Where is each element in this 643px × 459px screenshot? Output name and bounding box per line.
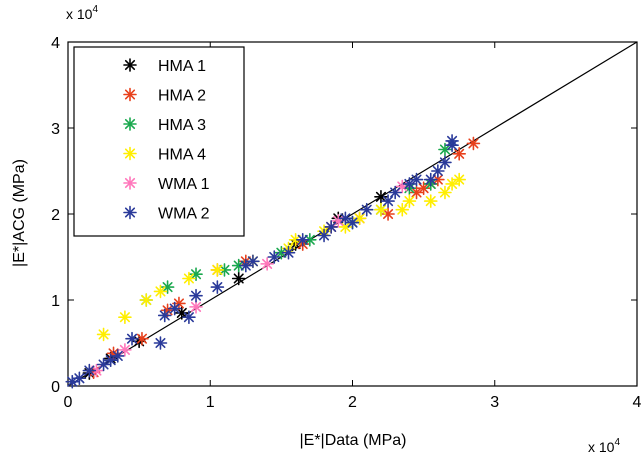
data-point-wma-2: [189, 288, 203, 303]
data-point-hma-3: [231, 258, 246, 273]
x-tick-label: 0: [64, 394, 73, 411]
y-tick-label: 4: [51, 35, 60, 52]
data-point-wma-2: [246, 254, 260, 269]
data-point-wma-2: [445, 134, 459, 148]
data-point-wma-2: [72, 371, 87, 386]
data-point-wma-2: [239, 258, 253, 273]
data-point-hma-3: [189, 267, 203, 282]
line-of-equality: [67, 41, 638, 387]
data-point-hma-4: [118, 310, 132, 325]
data-point-wma-2: [125, 331, 139, 346]
data-point-hma-2: [466, 136, 481, 151]
x-tick-label: 1: [206, 394, 215, 411]
data-point-hma-3: [160, 280, 175, 294]
legend-label-hma-4: HMA 4: [158, 147, 206, 164]
data-point-hma-4: [395, 202, 410, 217]
data-point-wma-2: [431, 164, 445, 178]
y-tick-label: 0: [51, 379, 60, 396]
legend-marker-hma-3: [123, 117, 137, 131]
data-point-wma-2: [210, 280, 225, 294]
y-tick-label: 3: [51, 121, 60, 138]
data-point-wma-2: [182, 310, 196, 325]
data-point-wma-2: [103, 353, 118, 368]
legend-marker-hma-4: [123, 146, 137, 161]
data-point-wma-1: [189, 300, 203, 314]
data-point-wma-2: [338, 211, 353, 226]
legend-label-wma-1: WMA 1: [158, 176, 210, 193]
data-point-wma-2: [110, 349, 125, 363]
data-point-wma-2: [281, 245, 296, 260]
data-point-wma-2: [267, 250, 282, 264]
legend-label-wma-2: WMA 2: [158, 206, 210, 223]
data-point-wma-1: [260, 257, 274, 271]
data-point-hma-4: [402, 194, 417, 208]
data-points: [65, 134, 481, 389]
data-point-hma-4: [210, 263, 225, 277]
y-tick-label: 2: [51, 207, 60, 224]
data-point-wma-2: [438, 155, 452, 170]
data-point-wma-2: [409, 172, 424, 187]
legend-marker-wma-1: [123, 176, 137, 190]
data-point-wma-2: [381, 194, 395, 208]
data-point-hma-1: [231, 271, 246, 286]
data-point-wma-2: [423, 172, 438, 187]
legend-label-hma-1: HMA 1: [158, 58, 206, 75]
legend-label-hma-3: HMA 3: [158, 117, 206, 134]
data-point-hma-4: [438, 185, 452, 200]
data-point-hma-3: [438, 142, 452, 157]
data-point-wma-2: [96, 357, 111, 372]
data-point-hma-4: [374, 202, 388, 217]
x-axis-label: |E*|Data (MPa): [299, 432, 406, 449]
data-point-hma-4: [153, 284, 168, 299]
data-point-hma-2: [416, 181, 431, 195]
data-point-hma-4: [352, 211, 367, 226]
data-point-hma-4: [452, 172, 466, 187]
data-point-wma-2: [359, 202, 374, 217]
data-point-wma-2: [388, 185, 402, 200]
data-point-hma-2: [409, 185, 424, 200]
x-tick-label: 3: [490, 394, 499, 411]
legend-marker-wma-2: [123, 205, 137, 220]
x-tick-label: 2: [348, 394, 357, 411]
axis-ticks: 0 1 2 3 4 0 1 2 3 4: [51, 35, 641, 411]
data-point-wma-2: [153, 336, 168, 350]
data-point-hma-4: [96, 327, 111, 342]
data-point-hma-2: [381, 207, 395, 221]
data-point-hma-4: [423, 194, 438, 208]
x-tick-label: 4: [633, 394, 642, 411]
legend: HMA 1 HMA 2 HMA 3 HMA 4 WMA 1 WMA 2: [73, 46, 245, 237]
data-point-wma-2: [345, 215, 360, 230]
data-point-wma-2: [295, 233, 310, 247]
legend-box: [73, 46, 245, 237]
data-point-wma-2: [157, 308, 172, 323]
data-point-wma-2: [324, 220, 338, 234]
y-tick-label: 1: [51, 293, 60, 310]
data-point-wma-2: [317, 228, 331, 243]
y-axis-label: |E*|ACG (MPa): [11, 159, 28, 267]
data-point-hma-4: [182, 271, 196, 286]
legend-marker-hma-2: [123, 87, 137, 102]
data-point-wma-2: [82, 363, 97, 378]
data-point-hma-4: [445, 177, 459, 191]
legend-marker-hma-1: [123, 58, 137, 72]
data-point-hma-2: [452, 147, 466, 161]
legend-label-hma-2: HMA 2: [158, 88, 206, 105]
data-point-wma-2: [402, 177, 417, 191]
data-point-wma-2: [167, 301, 182, 316]
data-point-hma-4: [139, 293, 154, 307]
x-axis-multiplier: x 104: [588, 437, 620, 455]
data-point-hma-1: [374, 190, 388, 204]
y-axis-multiplier: x 104: [66, 4, 98, 22]
